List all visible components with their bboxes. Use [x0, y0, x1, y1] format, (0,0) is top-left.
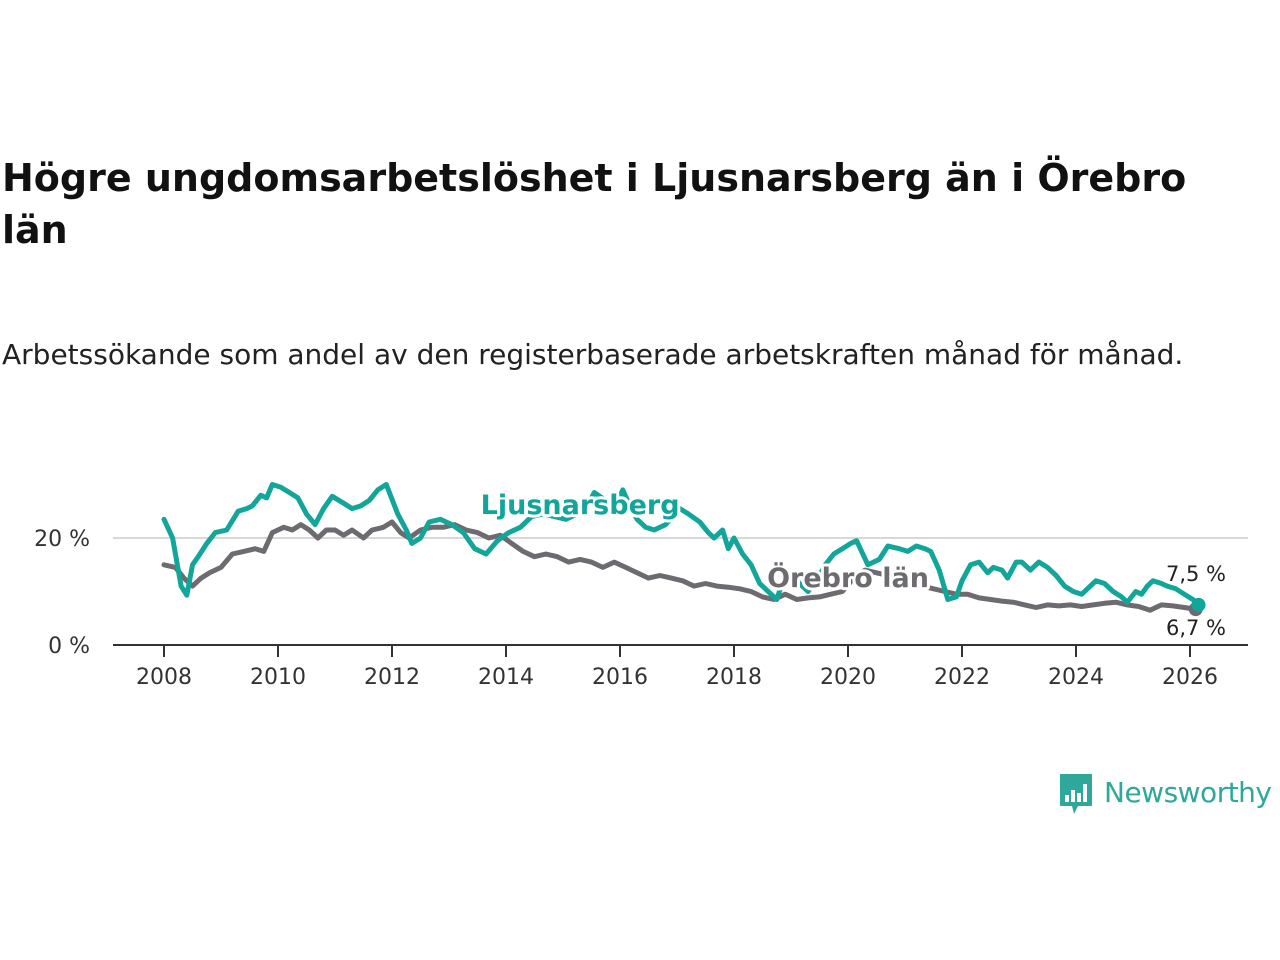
series-line-orebro	[161, 519, 1199, 613]
x-tick-label: 2008	[136, 665, 192, 690]
chart-title: Högre ungdomsarbetslöshet i Ljusnarsberg…	[2, 156, 1187, 252]
x-tick-label: 2026	[1162, 665, 1218, 690]
x-tick-label: 2024	[1048, 665, 1104, 690]
series-label-orebro: Örebro län	[767, 561, 929, 594]
y-tick-label: 0 %	[48, 634, 90, 659]
series-label-ljusnarsberg: Ljusnarsberg	[481, 490, 680, 521]
y-tick-label: 20 %	[34, 527, 90, 552]
x-tick-label: 2012	[364, 665, 420, 690]
axis-layer: 0 % 20 % 2008 2010 2012 2014 2016 2018 2020 2022 2…	[34, 527, 1248, 690]
newsworthy-logo: Newsworthy	[1058, 772, 1272, 818]
end-value-label-orebro: 6,7 %	[1166, 616, 1226, 640]
series-layer	[161, 482, 1206, 617]
x-tick-label: 2016	[592, 665, 648, 690]
series-end-marker-ljusnarsberg	[1191, 597, 1206, 612]
series-line-ljusnarsberg	[161, 482, 1202, 608]
x-tick-label: 2022	[934, 665, 990, 690]
x-tick-label: 2018	[706, 665, 762, 690]
line-chart: 0 % 20 % 2008 2010 2012 2014 2016 2018 2020 2022 2…	[34, 482, 1248, 690]
brand-name: Newsworthy	[1104, 775, 1272, 809]
bar-chart-speech-bubble-icon	[1060, 774, 1092, 814]
end-value-label-ljusnarsberg: 7,5 %	[1166, 562, 1226, 586]
x-tick-label: 2010	[250, 665, 306, 690]
chart-subtitle: Arbetssökande som andel av den registerb…	[2, 338, 1184, 371]
label-layer: Ljusnarsberg Örebro län 7,5 % 6,7 %	[478, 487, 1229, 643]
x-tick-label: 2014	[478, 665, 534, 690]
x-tick-label: 2020	[820, 665, 876, 690]
